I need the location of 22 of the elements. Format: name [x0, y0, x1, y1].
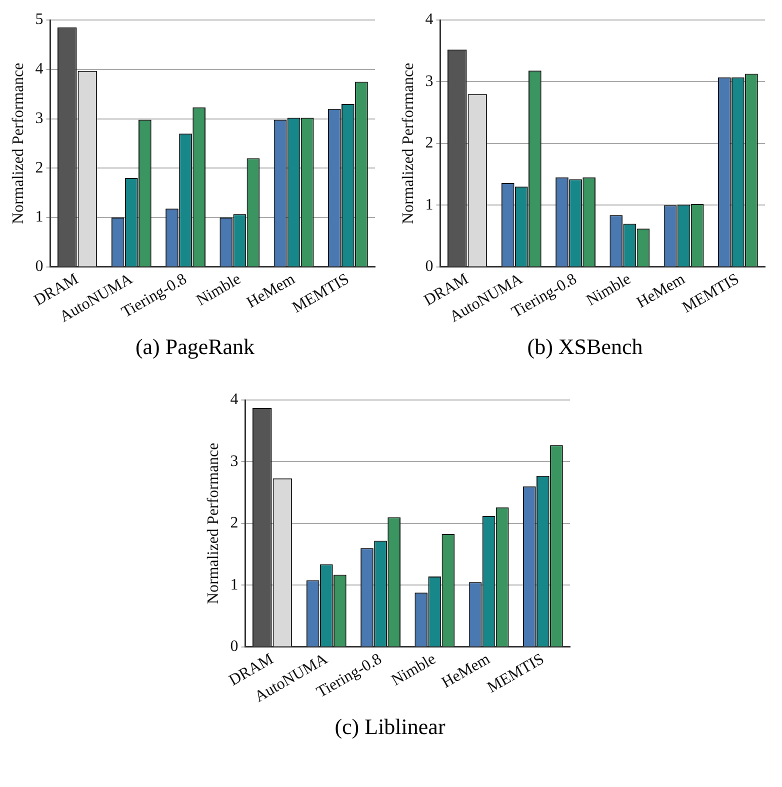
y-tick-label: 2: [425, 134, 434, 152]
y-tick-label: 2: [230, 514, 238, 532]
y-tick-label: 3: [35, 110, 44, 127]
y-tick-label: 1: [425, 196, 434, 214]
y-tick-label: 0: [425, 258, 434, 276]
y-tick-label: 4: [35, 60, 44, 78]
text: (a) PageRank: [134, 334, 256, 360]
y-axis-title: Normalized Performance: [400, 62, 417, 224]
y-tick-label: 1: [230, 576, 238, 594]
y-tick-label: 3: [425, 72, 434, 90]
y-tick-label: 0: [230, 638, 238, 656]
y-tick-label: 5: [35, 11, 44, 28]
text: (b) XSBench: [526, 334, 644, 360]
y-tick-label: 2: [35, 159, 44, 176]
y-tick-label: 0: [35, 258, 44, 276]
y-axis-title: Normalized Performance: [10, 62, 27, 224]
y-tick-label: 4: [230, 391, 238, 408]
y-tick-label: 1: [35, 208, 44, 226]
text: (c) Liblinear: [334, 714, 446, 740]
y-tick-label: 4: [425, 11, 434, 28]
y-tick-label: 3: [230, 452, 238, 470]
y-axis-title: Normalized Performance: [204, 442, 222, 604]
